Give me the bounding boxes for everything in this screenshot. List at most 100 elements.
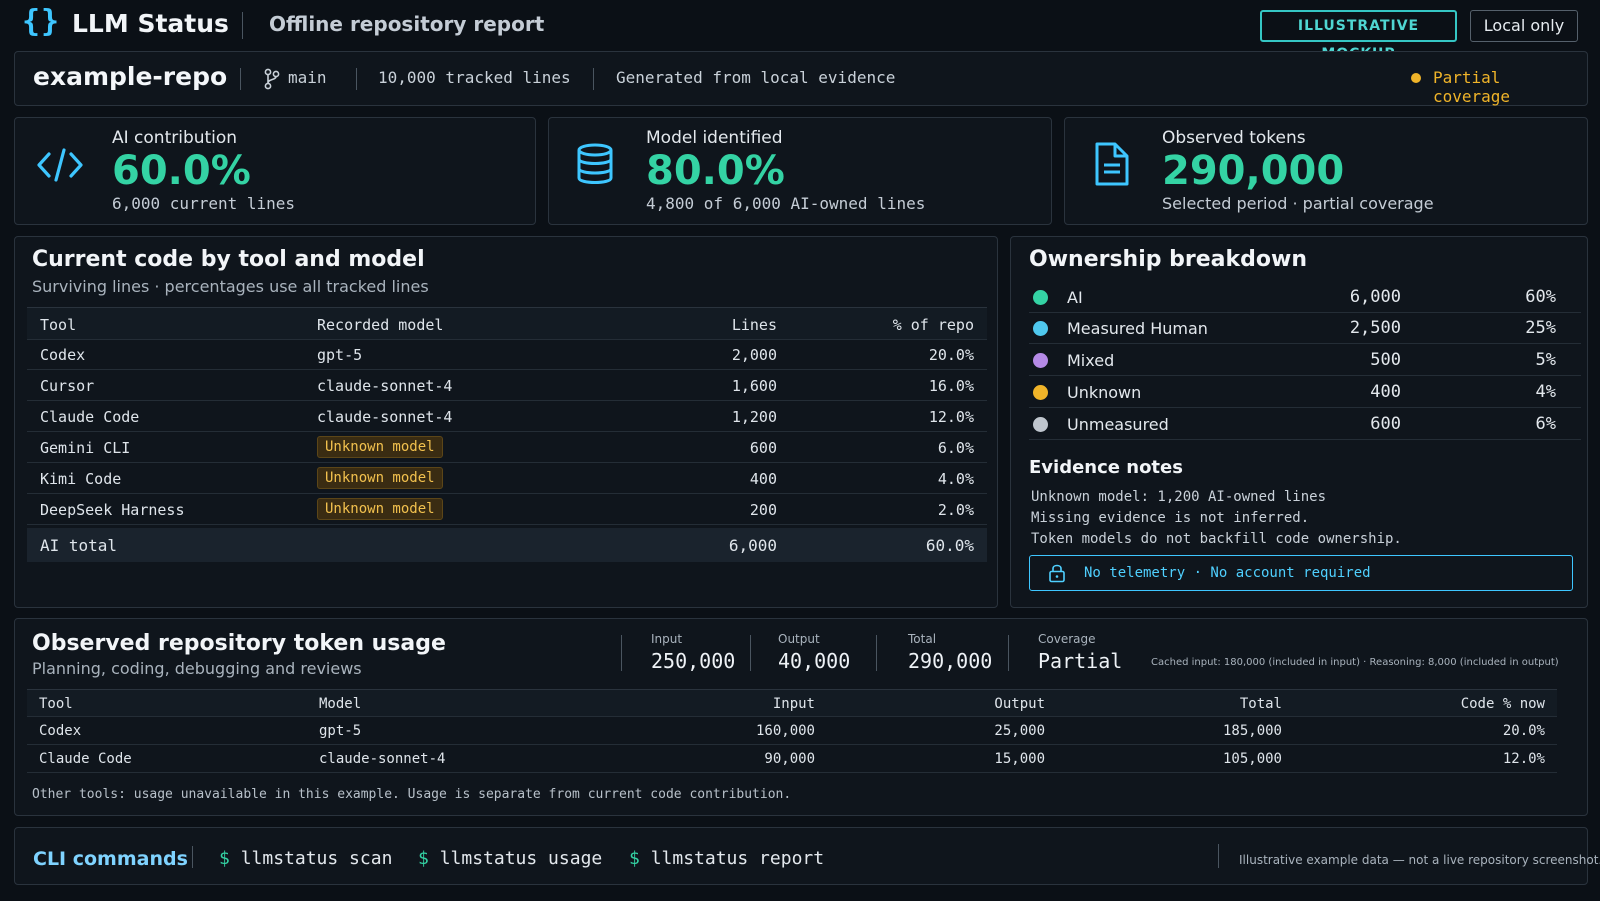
pct-cell: 12.0% — [928, 408, 974, 426]
tool-cell: Gemini CLI — [40, 439, 131, 457]
illustrative-note: Illustrative example data — not a live r… — [1239, 853, 1600, 867]
ownership-row-unknown: Unknown 400 4% — [1029, 377, 1581, 408]
divider — [356, 68, 357, 90]
braces-logo-icon: {} — [22, 4, 61, 39]
total-pct: 60.0% — [925, 536, 974, 555]
cli-command-scan[interactable]: $ llmstatus scan — [219, 848, 392, 869]
branch-icon — [264, 68, 280, 90]
tool-cell: Kimi Code — [40, 470, 122, 488]
legend-dot — [1033, 353, 1048, 368]
lines-cell: 400 — [749, 470, 777, 488]
metric-label: Model identified — [646, 128, 783, 148]
token-breakdown-note: Cached input: 180,000 (included in input… — [1151, 657, 1559, 668]
total-label: AI total — [40, 536, 118, 555]
table-header: Tool Recorded model Lines % of repo — [27, 307, 987, 340]
tracked-lines: 10,000 tracked lines — [378, 68, 571, 87]
column-header: Code % now — [1460, 696, 1545, 712]
tool-cell: Codex — [40, 346, 86, 364]
divider — [240, 68, 241, 90]
divider — [593, 68, 594, 90]
top-bar: {} LLM Status Offline repository report … — [0, 0, 1600, 62]
cli-command-report[interactable]: $ llmstatus report — [629, 848, 824, 869]
ownership-count: 400 — [1370, 382, 1401, 402]
total-lines: 6,000 — [728, 536, 777, 555]
section-subtitle: Planning, coding, debugging and reviews — [32, 659, 362, 678]
metric-subtext: 6,000 current lines — [112, 194, 296, 213]
lines-cell: 200 — [749, 501, 777, 519]
stat-label: Input — [651, 632, 683, 646]
repo-bar: example-repo main 10,000 tracked lines G… — [14, 51, 1588, 106]
model-cell: gpt-5 — [319, 723, 362, 739]
table-row: DeepSeek Harness Unknown model 200 2.0% — [27, 495, 987, 525]
input-cell: 90,000 — [764, 751, 815, 767]
stat-value: 250,000 — [651, 649, 736, 673]
command-text: llmstatus usage — [439, 848, 603, 869]
document-icon — [1095, 142, 1129, 186]
unknown-model-badge: Unknown model — [317, 436, 443, 458]
pct-cell: 6.0% — [937, 439, 974, 457]
app-title: LLM Status — [72, 9, 229, 38]
unknown-model-badge: Unknown model — [317, 498, 443, 520]
metric-card-observed-tokens: Observed tokens 290,000 Selected period … — [1064, 117, 1588, 225]
legend-dot — [1033, 321, 1048, 336]
column-header: Recorded model — [317, 316, 444, 334]
ownership-count: 600 — [1370, 414, 1401, 434]
divider — [750, 635, 751, 671]
section-title: Ownership breakdown — [1029, 247, 1308, 272]
cli-command-usage[interactable]: $ llmstatus usage — [418, 848, 602, 869]
table-row: Gemini CLI Unknown model 600 6.0% — [27, 433, 987, 463]
divider — [242, 12, 243, 39]
token-footer-note: Other tools: usage unavailable in this e… — [32, 787, 792, 802]
metric-subtext: Selected period · partial coverage — [1162, 194, 1434, 213]
column-header: Total — [1239, 696, 1282, 712]
divider — [876, 635, 877, 671]
tool-cell: Claude Code — [39, 751, 132, 767]
metric-subtext: 4,800 of 6,000 AI-owned lines — [646, 194, 926, 213]
ownership-pct: 25% — [1525, 318, 1556, 338]
table-row: Codex gpt-5 2,000 20.0% — [27, 340, 987, 370]
privacy-text: No telemetry · No account required — [1084, 565, 1371, 581]
unknown-model-badge: Unknown model — [317, 467, 443, 489]
legend-dot — [1033, 417, 1048, 432]
ownership-pct: 6% — [1535, 414, 1556, 434]
prompt-glyph: $ — [418, 848, 429, 869]
ownership-count: 6,000 — [1349, 287, 1401, 307]
metric-card-model-identified: Model identified 80.0% 4,800 of 6,000 AI… — [548, 117, 1052, 225]
code-pct-cell: 20.0% — [1502, 723, 1545, 739]
evidence-note: Unknown model: 1,200 AI-owned lines — [1031, 489, 1327, 505]
command-text: llmstatus report — [650, 848, 825, 869]
ownership-panel: Ownership breakdown AI 6,000 60% Measure… — [1010, 236, 1588, 608]
ownership-label: Unknown — [1067, 383, 1142, 402]
section-title: Observed repository token usage — [32, 631, 446, 656]
generated-note: Generated from local evidence — [616, 68, 896, 87]
model-cell: gpt-5 — [317, 346, 363, 364]
coverage-status-dot — [1411, 73, 1421, 83]
code-icon — [37, 148, 83, 182]
branch-name: main — [288, 68, 327, 87]
evidence-note: Token models do not backfill code owners… — [1031, 531, 1402, 547]
column-header: Input — [772, 696, 815, 712]
pct-cell: 20.0% — [928, 346, 974, 364]
section-title: Current code by tool and model — [32, 247, 425, 272]
mockup-badge: ILLUSTRATIVE MOCKUP — [1260, 10, 1457, 62]
code-by-tool-panel: Current code by tool and model Surviving… — [14, 236, 998, 608]
prompt-glyph: $ — [629, 848, 640, 869]
metric-value: 290,000 — [1162, 148, 1345, 194]
input-cell: 160,000 — [755, 723, 815, 739]
legend-dot — [1033, 290, 1048, 305]
page-subtitle: Offline repository report — [269, 12, 545, 36]
repo-name: example-repo — [33, 62, 228, 91]
ownership-label: Mixed — [1067, 351, 1115, 370]
model-cell: claude-sonnet-4 — [319, 751, 446, 767]
metric-label: Observed tokens — [1162, 128, 1306, 148]
total-cell: 185,000 — [1222, 723, 1282, 739]
pct-cell: 4.0% — [937, 470, 974, 488]
divider — [192, 846, 193, 868]
stat-value: 40,000 — [778, 649, 851, 673]
ownership-row-human: Measured Human 2,500 25% — [1029, 313, 1581, 344]
divider — [621, 635, 622, 671]
section-subtitle: Surviving lines · percentages use all tr… — [32, 277, 429, 296]
lines-cell: 600 — [749, 439, 777, 457]
divider — [1008, 635, 1009, 671]
coverage-value: Partial — [1038, 649, 1123, 673]
